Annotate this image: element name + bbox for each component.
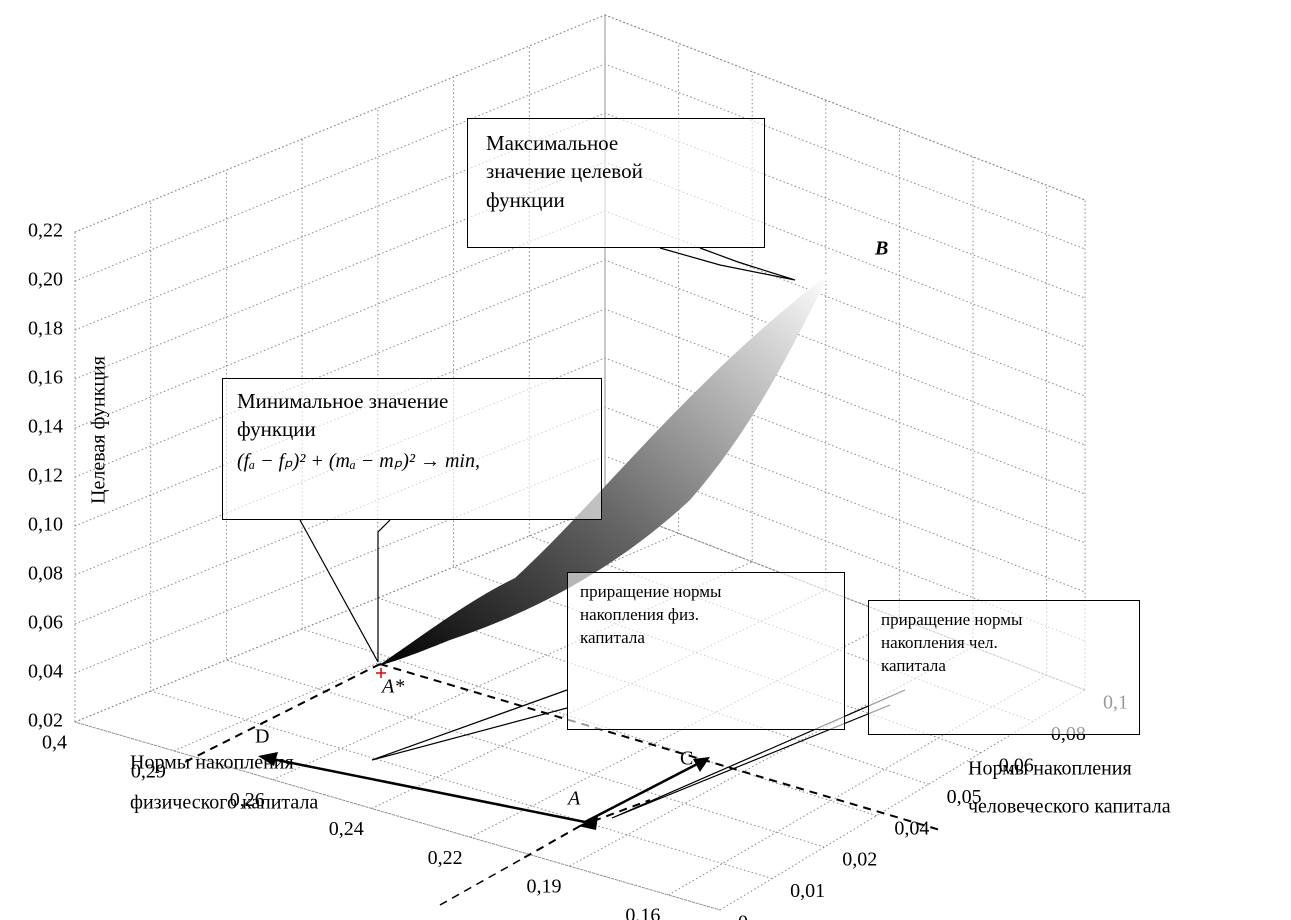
grid-line xyxy=(74,63,1086,282)
annotation-line: функции xyxy=(237,417,316,442)
x-tick-label: 0,29 xyxy=(131,760,166,782)
box-edge xyxy=(74,504,606,723)
dashed-line xyxy=(439,859,521,906)
arrow xyxy=(261,755,586,824)
dashed-line xyxy=(519,825,581,861)
y-tick-label: 0,06 xyxy=(999,754,1034,776)
grid-line xyxy=(225,170,825,848)
z-tick-label: 0,12 xyxy=(28,465,63,487)
dashed-line xyxy=(184,663,381,763)
annotation-line: накопления чел. xyxy=(881,632,998,652)
z-tick-label: 0,20 xyxy=(28,269,63,291)
surface xyxy=(378,273,830,666)
arrow-head xyxy=(258,752,278,766)
point-label: B xyxy=(874,238,888,260)
dashed-line xyxy=(579,799,651,827)
grid-line xyxy=(301,139,877,817)
annotation-line: капитала xyxy=(580,627,645,647)
z-tick-label: 0,14 xyxy=(28,416,63,438)
x-axis-title: Нормы накопления xyxy=(130,752,294,774)
grid-line xyxy=(150,201,773,880)
grid-line xyxy=(528,46,1034,722)
grid-line xyxy=(74,455,1086,674)
point-label: A xyxy=(566,788,581,810)
z-tick-label: 0,22 xyxy=(28,220,63,242)
annotation-line: приращение нормы xyxy=(580,582,722,601)
x-axis-title: физического капитала xyxy=(130,792,318,814)
annotation-line: Минимальное значение xyxy=(237,389,449,413)
point-label: D xyxy=(255,726,269,748)
z-tick-label: 0,06 xyxy=(28,612,63,634)
y-tick-label: 0,02 xyxy=(842,849,877,871)
annotation-box: приращение нормы накопления чел. капитал… xyxy=(868,600,1140,735)
annotation-line: значение целевой xyxy=(486,159,643,184)
x-tick-label: 0,16 xyxy=(625,905,660,920)
annotation-line: накопления физ. xyxy=(580,604,700,624)
z-tick-label: 0,16 xyxy=(28,367,63,389)
x-tick-label: 0,4 xyxy=(42,732,67,754)
y-tick-label: 0 xyxy=(738,912,748,920)
callout-pointer xyxy=(659,247,796,281)
grid-line xyxy=(668,185,1048,896)
annotation-line: приращение нормы xyxy=(881,610,1023,629)
z-tick-label: 0,04 xyxy=(28,661,63,683)
annotation-line: Максимальное xyxy=(486,131,619,155)
annotation-box: Максимальное значение целевой функции xyxy=(467,118,765,248)
annotation-box: приращение нормы накопления физ. капитал… xyxy=(567,572,845,730)
min-marker xyxy=(376,668,386,678)
x-tick-label: 0,19 xyxy=(527,876,562,898)
annotation-line: капитала xyxy=(881,655,946,675)
y-tick-label: 0,05 xyxy=(947,786,982,808)
point-label: A* xyxy=(380,676,404,698)
x-tick-label: 0,26 xyxy=(230,789,265,811)
x-tick-label: 0,22 xyxy=(428,847,463,869)
z-tick-label: 0,08 xyxy=(28,563,63,585)
x-tick-label: 0,24 xyxy=(329,818,364,840)
z-tick-label: 0,18 xyxy=(28,318,63,340)
formula: (fₐ − fₚ)² + (mₐ − mₚ)² → min, xyxy=(237,449,480,472)
annotation-box: Минимальное значение функции (fₐ − fₚ)² … xyxy=(222,378,602,520)
arrow xyxy=(584,758,706,824)
arrow-head xyxy=(578,816,598,830)
grid-line xyxy=(74,259,1086,478)
y-axis-title: человеческого капитала xyxy=(968,796,1171,818)
y-tick-label: 0,04 xyxy=(894,817,929,839)
grid-line xyxy=(569,156,974,867)
z-tick-label: 0,02 xyxy=(28,710,63,732)
y-tick-label: 0,01 xyxy=(790,880,825,902)
callout-pointer xyxy=(371,689,568,761)
callout-pointer xyxy=(299,519,391,663)
point-label: C xyxy=(680,748,693,770)
arrow-head xyxy=(693,757,710,772)
z-axis-title: Целевая функция xyxy=(88,356,110,504)
annotation-line: функции xyxy=(486,187,565,212)
callout-pointer xyxy=(611,689,906,819)
y-axis-title: Нормы накопления xyxy=(968,758,1132,780)
box-edge xyxy=(719,689,1086,911)
z-tick-label: 0,10 xyxy=(28,514,63,536)
